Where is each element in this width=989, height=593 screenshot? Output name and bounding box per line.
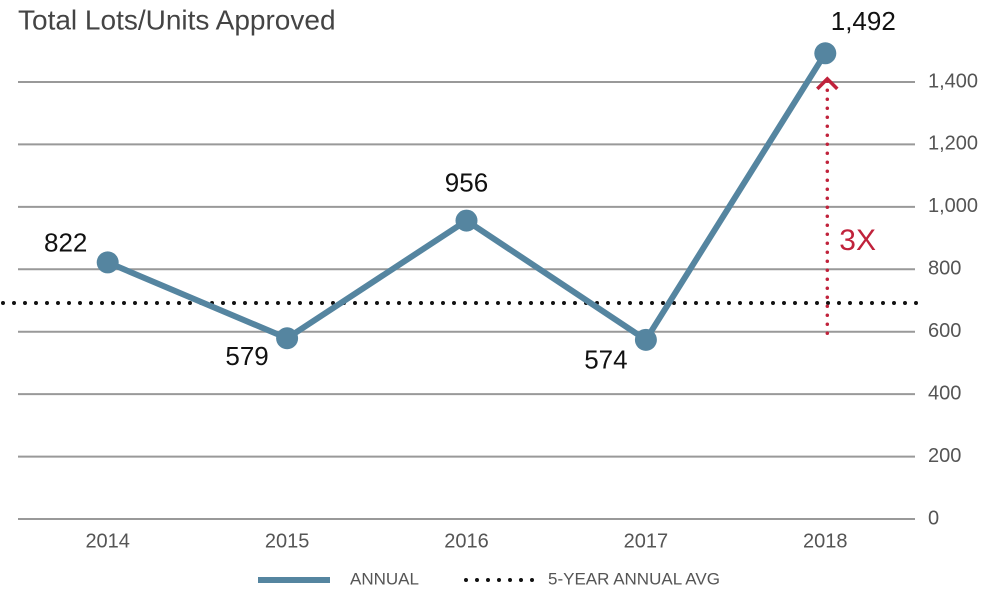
data-point (276, 327, 299, 350)
y-tick-label: 200 (928, 445, 961, 467)
y-tick-label: 1,000 (928, 195, 978, 217)
y-tick-label: 600 (928, 320, 961, 342)
x-tick-label: 2015 (265, 530, 310, 552)
data-point (96, 251, 119, 274)
data-point (634, 328, 657, 351)
data-label: 1,492 (831, 6, 896, 36)
data-label: 822 (44, 227, 87, 257)
y-tick-label: 1,200 (928, 133, 978, 155)
data-label: 579 (225, 341, 268, 371)
annotation-label: 3X (839, 224, 876, 257)
arrow-head (816, 76, 839, 91)
x-tick-label: 2017 (624, 530, 669, 552)
x-tick-label: 2016 (444, 530, 489, 552)
legend-label: 5-YEAR ANNUAL AVG (548, 569, 720, 588)
chart-title: Total Lots/Units Approved (18, 4, 336, 35)
legend-label: ANNUAL (350, 569, 419, 588)
data-point (814, 42, 837, 65)
y-tick-label: 400 (928, 382, 961, 404)
x-tick-label: 2014 (85, 530, 130, 552)
y-tick-label: 0 (928, 507, 939, 529)
x-tick-label: 2018 (803, 530, 848, 552)
y-tick-label: 800 (928, 258, 961, 280)
data-label: 574 (584, 345, 627, 375)
y-tick-label: 1,400 (928, 70, 978, 92)
data-label: 956 (445, 167, 488, 197)
data-point (455, 209, 478, 232)
